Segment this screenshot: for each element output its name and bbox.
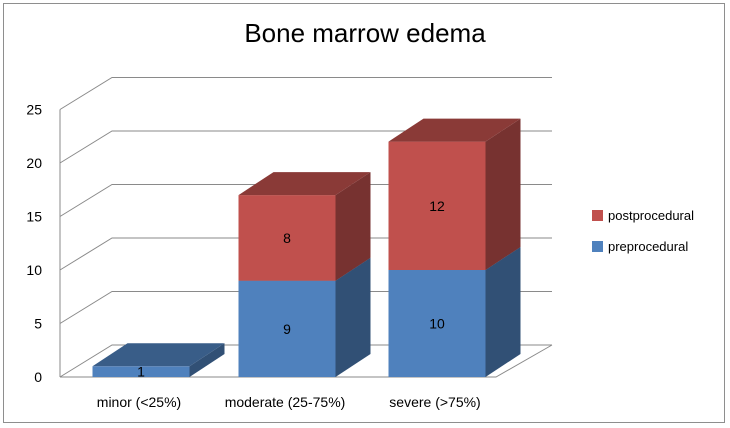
x-tick-label: moderate (25-75%): [225, 394, 346, 410]
data-labels: 1 9 8 10 12: [137, 198, 445, 380]
bar-segment-preprocedural: [92, 366, 190, 377]
bar-side-postprocedural: [485, 118, 521, 270]
bar-side-preprocedural: [485, 247, 521, 377]
bar-top-postprocedural: [238, 172, 371, 196]
legend-swatch: [592, 241, 603, 252]
y-tick-label: 25: [26, 102, 42, 118]
bar-segment-preprocedural: [388, 270, 486, 377]
legend-label: postprocedural: [608, 208, 694, 223]
y-tick-label: 15: [26, 209, 42, 225]
y-tick-label: 5: [34, 316, 42, 332]
x-tick-label: minor (<25%): [97, 394, 181, 410]
legend-swatch: [592, 210, 603, 221]
data-label: 12: [429, 198, 445, 214]
bar-segment-postprocedural: [238, 195, 336, 281]
floor-edge: [60, 344, 553, 378]
bar-segment-postprocedural: [388, 141, 486, 270]
bar-top-postprocedural: [388, 118, 521, 142]
y-tick-label: 0: [34, 369, 42, 385]
legend: postprocedural preprocedural: [592, 208, 694, 254]
data-label: 8: [283, 230, 291, 246]
bars: [92, 118, 521, 377]
bar-side-preprocedural: [189, 343, 225, 377]
x-tick-label: severe (>75%): [389, 394, 480, 410]
bar-side-preprocedural: [335, 257, 371, 377]
data-label: 1: [137, 364, 145, 380]
legend-label: preprocedural: [608, 239, 688, 254]
y-axis-ticks: 0 5 10 15 20 25: [26, 102, 42, 386]
data-label: 9: [283, 321, 291, 337]
bar-segment-preprocedural: [238, 280, 336, 377]
chart-title: Bone marrow edema: [244, 18, 486, 48]
y-tick-label: 10: [26, 262, 42, 278]
y-tick-label: 20: [26, 155, 42, 171]
bar-top-preprocedural: [92, 343, 225, 367]
gridline: [59, 77, 552, 110]
bar-side-postprocedural: [335, 172, 371, 281]
x-axis-labels: minor (<25%) moderate (25-75%) severe (>75…: [97, 394, 481, 410]
data-label: 10: [429, 316, 445, 332]
